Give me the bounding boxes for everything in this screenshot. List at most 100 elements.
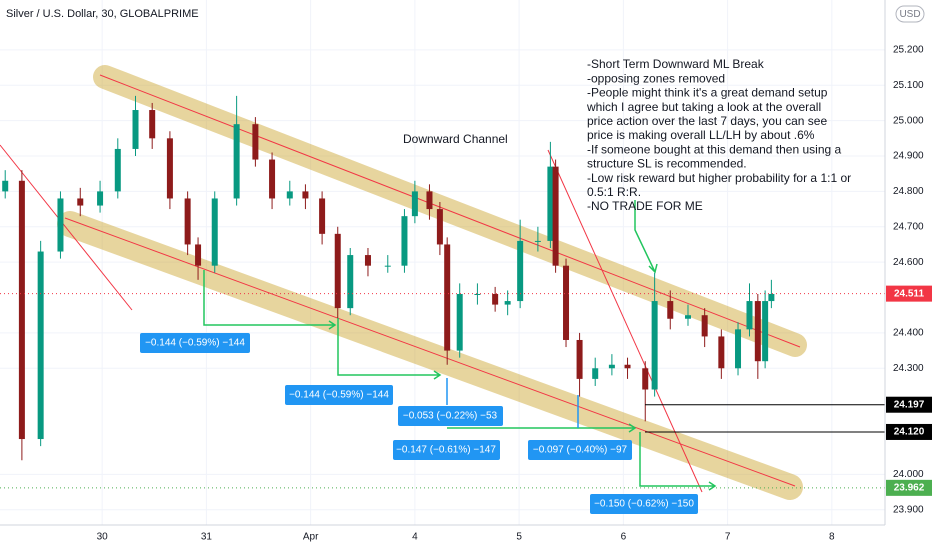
measure-box (590, 494, 698, 514)
note-line: -Short Term Downward ML Break (587, 57, 765, 71)
arrow (203, 270, 337, 330)
measure-label: −0.097 (−0.40%) −97 (533, 445, 628, 456)
note-line: 0.5:1 R:R. (587, 185, 641, 199)
candle-body (667, 301, 674, 319)
candle-body (547, 166, 554, 241)
note-line: structure SL is recommended. (587, 157, 747, 171)
candle-body (684, 315, 691, 319)
candle-body (166, 138, 173, 199)
currency: USD (899, 9, 920, 20)
candle-body (608, 364, 615, 369)
y-tick-label: 25.200 (893, 45, 924, 56)
candle-body (411, 191, 418, 217)
y-tick-label: 24.900 (893, 151, 924, 162)
candle-body (768, 293, 775, 302)
candle-body (718, 336, 725, 369)
arrow (337, 318, 442, 380)
x-tick-label: 4 (412, 532, 418, 543)
candle-body (286, 191, 293, 199)
measure-lines (446, 378, 579, 428)
y-tick-label: 25.100 (893, 80, 924, 91)
measure-box (398, 406, 503, 426)
note-line: -Low risk reward but higher probability … (587, 171, 851, 185)
measure-box (528, 440, 632, 460)
measure-arrows (203, 200, 717, 491)
candle-body (642, 368, 649, 390)
candle-body (37, 251, 44, 440)
candle-body (746, 301, 753, 330)
note-line: price action over the last 7 days, you c… (587, 114, 827, 128)
candle-body (233, 124, 240, 199)
candle-body (624, 364, 631, 369)
lower-channel-mid (64, 217, 796, 487)
y-tick-label: 24.800 (893, 186, 924, 197)
candle-body (517, 240, 524, 302)
measure-box (393, 440, 500, 460)
candle-body (77, 198, 84, 206)
x-tick-label: 6 (621, 532, 627, 543)
candle-body (319, 198, 326, 234)
candle-body (269, 159, 276, 199)
candle-body (651, 301, 658, 390)
candle-body (18, 180, 25, 440)
candle-body (552, 166, 559, 266)
axes: 25.200 25.100 25.000 24.900 24.800 24.700 24.6… (97, 45, 932, 543)
note-line: -opposing zones removed (587, 71, 725, 85)
note-line: -If someone bought at this demand then u… (587, 142, 841, 156)
upper-channel-mid (99, 74, 801, 348)
y-tick-label: 24.700 (893, 221, 924, 232)
candle-body (474, 293, 481, 295)
grid (0, 0, 885, 525)
y-tick-label: 24.400 (893, 328, 924, 339)
y-tick-label: 25.000 (893, 115, 924, 126)
measure-box (140, 333, 250, 353)
price-tag-label: 24.120 (894, 427, 925, 438)
price-tag-label: 24.511 (894, 288, 924, 299)
channel-label: Downward Channel (403, 132, 508, 146)
candle-body (456, 293, 463, 351)
candle-body (97, 191, 104, 206)
price-tag-label: 24.197 (894, 399, 925, 410)
currency-badge[interactable] (895, 5, 925, 23)
x-tick-label: Apr (303, 532, 319, 543)
notes: -Short Term Downward ML Break-opposing z… (586, 57, 851, 213)
candle-body (364, 255, 371, 266)
y-tick-label: 24.300 (893, 363, 924, 374)
measure-label: −0.144 (−0.59%) −144 (289, 390, 389, 401)
candle-body (2, 180, 9, 192)
candle-body (492, 293, 499, 305)
price-lines (0, 293, 885, 489)
price-tag (886, 396, 932, 413)
arrow (634, 200, 658, 274)
note-line: -NO TRADE FOR ME (587, 199, 703, 213)
candle-body (701, 315, 708, 337)
price-tag (886, 285, 932, 302)
candle-body (302, 191, 309, 199)
measure-labels: −0.144 (−0.59%) −144 −0.144 (−0.59%) −14… (140, 333, 698, 514)
candle-body (334, 233, 341, 309)
candle-body (401, 216, 408, 266)
candle-body (149, 110, 156, 139)
trend-line (547, 149, 703, 493)
y-tick-label: 23.900 (893, 504, 924, 515)
y-tick-label: 24.000 (893, 469, 924, 480)
candles (2, 95, 775, 461)
candle-body (504, 301, 511, 305)
candle-body (252, 124, 259, 160)
measure-label: −0.147 (−0.61%) −147 (396, 445, 496, 456)
candle-body (563, 265, 570, 340)
candle-body (592, 368, 599, 379)
candle-body (735, 329, 742, 369)
candle-body (436, 209, 443, 245)
y-axis-bg (885, 0, 932, 550)
candle-body (114, 148, 121, 192)
price-tag (886, 423, 932, 440)
candle-body (211, 198, 218, 266)
candle-body (426, 191, 433, 210)
candle-body (534, 240, 541, 242)
candle-body (762, 301, 769, 362)
candle-body (754, 301, 761, 362)
candle-body (384, 265, 391, 267)
arrow (447, 423, 637, 433)
